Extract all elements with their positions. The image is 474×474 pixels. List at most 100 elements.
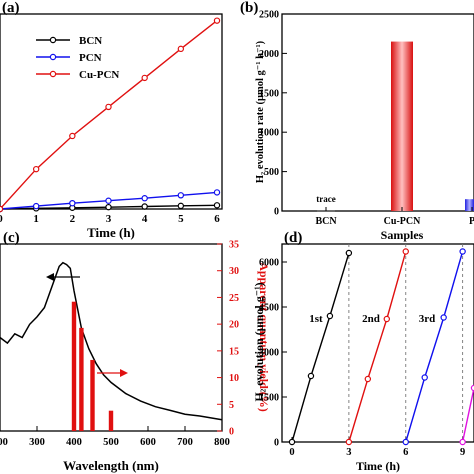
panel-b-bar [317, 210, 335, 212]
panel-c-arrowhead-left [46, 273, 54, 281]
panel-a: (a) 0 1 2 3 4 5 6 BCN PCN Cu-PCN Time (h) [0, 0, 223, 240]
panel-a-legend-label: PCN [79, 52, 102, 64]
panel-a-legend-label: BCN [79, 35, 102, 47]
panel-a-xtick-label: 1 [33, 213, 39, 225]
panel-c-xtick-label: 200 [0, 437, 8, 448]
panel-d: (d) 0 1500 3000 4500 6000 0 3 6 9 1st 2nd 3rd H₂ ev… [252, 230, 474, 473]
panel-a-point [105, 203, 112, 211]
panel-d-ytick-label: 6000 [259, 258, 279, 269]
panel-c-y2tick-label: 10 [229, 373, 239, 384]
panel-c-y2tick-label: 25 [229, 293, 239, 304]
panel-d-point [307, 372, 315, 380]
panel-c-aqy-bar [79, 327, 84, 431]
panel-d-ytick-label: 4500 [259, 303, 279, 314]
panel-a-xtick-label: 6 [214, 213, 220, 225]
panel-a-xtick-label: 0 [0, 213, 3, 225]
panel-d-ytick-label: 3000 [259, 348, 279, 359]
panel-a-point [141, 195, 148, 202]
panel-b-label: (b) [240, 0, 258, 16]
panel-c: (c) 20030040050060070080005101520253035 … [0, 230, 271, 473]
panel-d-cycle-label: 2nd [362, 313, 380, 325]
panel-b-category-label: BCN [315, 216, 337, 227]
panel-a-label: (a) [2, 0, 20, 16]
panel-a-xtick-label: 2 [70, 213, 76, 225]
panel-a-point [213, 17, 221, 24]
panel-d-cycle-line [291, 252, 350, 443]
panel-d-point [440, 314, 447, 321]
panel-a-legend-marker [49, 36, 57, 44]
panel-b-category-label: P [469, 216, 474, 227]
panel-d-point [288, 438, 296, 446]
panel-c-y2tick-label: 35 [229, 240, 239, 251]
panel-d-ylabel: H₂ evolution (μmol g⁻¹) [252, 282, 266, 401]
panel-a-legend-label: Cu-PCN [79, 69, 119, 81]
panel-c-frame [0, 243, 223, 432]
panel-a-point [0, 205, 4, 213]
panel-a-point [213, 189, 221, 196]
panel-d-frame [281, 243, 474, 443]
panel-d-cycle-line [348, 251, 407, 443]
panel-a-xlabel: Time (h) [87, 225, 135, 240]
panel-a-point [177, 45, 185, 53]
panel-d-label: (d) [284, 230, 302, 246]
panel-d-point [345, 249, 353, 257]
panel-c-xtick-label: 700 [177, 437, 193, 448]
panel-a-xtick-label: 5 [178, 213, 184, 225]
panel-b-ytick-label: 1500 [259, 88, 279, 99]
panel-c-xtick-label: 500 [103, 437, 119, 448]
panel-a-point [69, 132, 76, 140]
panel-d-cycle-line [461, 387, 474, 443]
panel-c-y2tick-label: 5 [229, 400, 234, 411]
panel-a-point [141, 74, 148, 82]
panel-c-xtick-label: 400 [66, 437, 82, 448]
panel-b-ytick-label: 1000 [259, 128, 279, 139]
panel-d-point [383, 315, 390, 323]
panel-d-point [459, 438, 466, 446]
panel-d-ytick-label: 1500 [259, 393, 279, 404]
panel-c-y2label: Apparent quantum yield (%) [257, 262, 271, 411]
panel-c-xtick-label: 600 [140, 437, 156, 448]
panel-c-aqy-bar [108, 410, 114, 431]
panel-c-absorption-curve [0, 261, 223, 421]
panel-c-xtick-label: 300 [29, 437, 45, 448]
panel-a-xtick-label: 4 [142, 213, 148, 225]
panel-a-point [177, 192, 185, 199]
panel-b-ytick-label: 2000 [259, 49, 279, 60]
panel-c-xlabel: Wavelength (nm) [63, 458, 159, 473]
panel-c-y2tick-label: 30 [229, 266, 239, 277]
panel-d-xtick-label: 6 [403, 447, 408, 458]
panel-a-point [105, 197, 112, 204]
panel-b-category-label: Cu-PCN [384, 216, 421, 227]
panel-b-ylabel: H₂ evolution rate (μmol g⁻¹ h⁻¹) [255, 40, 266, 183]
panel-b-frame [281, 13, 474, 212]
panel-a-xtick-label: 3 [106, 213, 112, 225]
panel-a-series-line [0, 20, 218, 210]
panel-a-point [69, 199, 76, 207]
panel-d-cycle-line [405, 251, 464, 443]
panel-b-trace-annotation: trace [316, 194, 335, 204]
panel-d-xtick-label: 9 [460, 447, 465, 458]
panel-c-aqy-bar [90, 359, 95, 431]
panel-d-point [326, 312, 334, 320]
panel-a-point [177, 202, 185, 210]
panel-c-label: (c) [3, 230, 20, 246]
panel-a-point [141, 203, 148, 210]
panel-b-bar [391, 41, 413, 211]
panel-a-legend-marker [49, 53, 57, 61]
panel-a-point [105, 103, 112, 111]
panel-d-xtick-label: 3 [346, 447, 351, 458]
panel-b-bar [465, 199, 474, 211]
panel-d-xlabel: Time (h) [356, 459, 400, 473]
panel-d-point [459, 248, 466, 255]
panel-a-point [213, 202, 221, 209]
panel-d-ytick-label: 0 [274, 438, 279, 449]
panel-b: (b) 0 500 1000 1500 2000 2500 BCN Cu-PCN P H₂ ev… [240, 0, 474, 242]
panel-d-cycle-label: 3rd [419, 313, 436, 325]
panel-d-point [402, 248, 409, 255]
panel-b-ytick-label: 2500 [259, 10, 279, 21]
panel-d-xtick-label: 0 [289, 447, 294, 458]
panel-c-y2tick-label: 0 [229, 427, 234, 438]
panel-d-point [421, 374, 428, 381]
panel-d-point [364, 375, 372, 383]
